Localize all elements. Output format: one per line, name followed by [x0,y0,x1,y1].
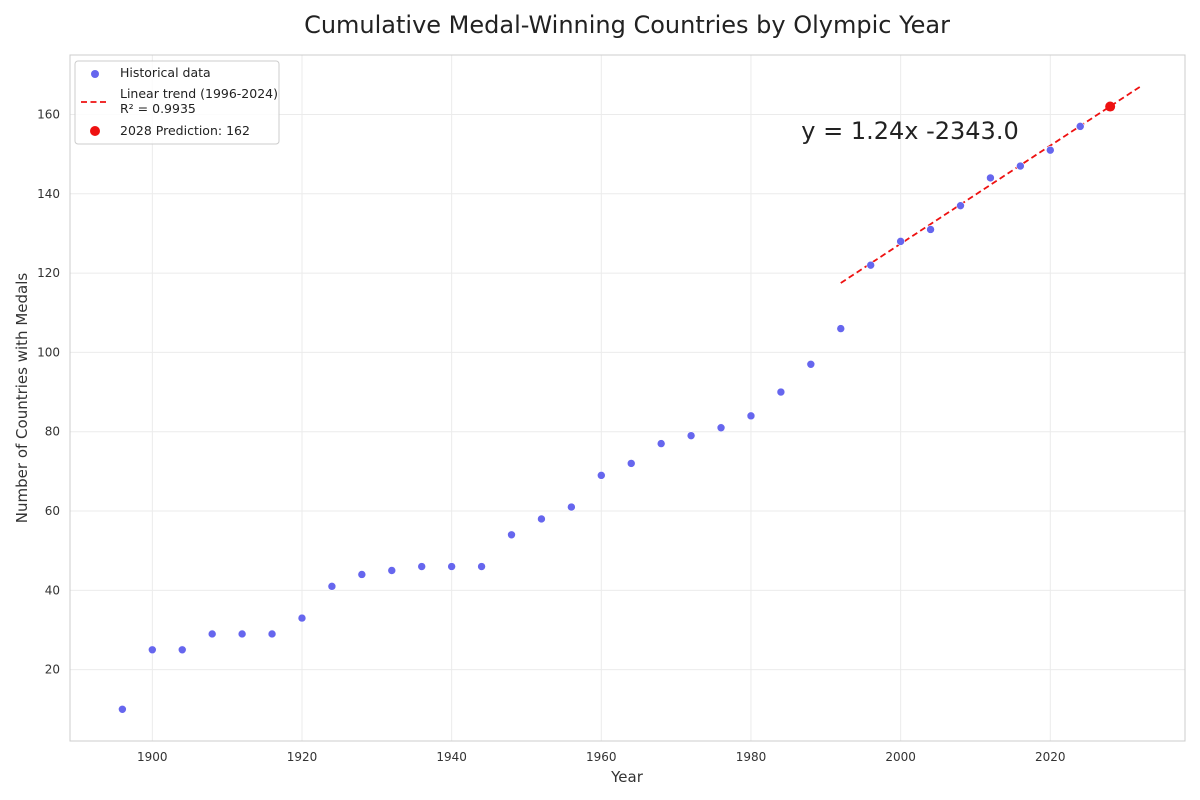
data-point [716,423,726,433]
data-point [207,629,217,639]
data-point [956,201,965,210]
data-point [297,613,307,623]
legend-label-historical: Historical data [120,65,211,80]
data-point [148,645,157,655]
y-tick-label: 140 [37,187,60,201]
plot-area: 1900 1920 1940 1960 1980 2000 2020204060801001… [37,54,1186,764]
data-point [1046,145,1055,155]
y-tick-label: 160 [37,107,60,121]
legend-box [74,60,280,145]
data-point [477,562,486,571]
data-point [986,173,995,183]
data-point [118,704,127,714]
data-point [656,439,666,448]
data-point [267,629,277,639]
y-tick-label: 120 [37,266,60,280]
x-axis-label: Year [610,768,644,786]
x-tick-label: 1900 [137,750,168,764]
data-point [1016,161,1025,171]
data-point [237,629,247,639]
data-point [746,411,756,421]
data-point [686,431,696,440]
data-point [806,359,816,369]
data-point [597,471,606,480]
x-tick-label: 1960 [586,750,617,764]
data-point [866,260,876,270]
y-tick-label: 20 [45,663,60,677]
data-point [926,225,935,234]
data-point [507,530,516,540]
data-point [537,514,546,524]
y-tick-label: 100 [37,345,60,359]
data-point [836,324,846,333]
x-tick-label: 1980 [736,750,767,764]
y-tick-label: 40 [45,583,60,597]
data-point [626,459,636,468]
y-axis-label: Number of Countries with Medals [13,273,31,524]
data-point [177,645,187,655]
data-point [357,570,367,579]
y-tick-label: 60 [45,504,60,518]
trend-equation-annotation: y = 1.24x -2343.0 [801,117,1018,145]
y-tick-label: 80 [45,425,60,439]
legend-marker-historical [91,70,99,78]
x-tick-label: 1940 [436,750,467,764]
legend-label-trend: Linear trend (1996-2024) [120,86,278,101]
x-tick-label: 2000 [885,750,916,764]
legend: Historical data Linear trend (1996-2024)R… [74,60,280,145]
data-point [387,566,397,575]
data-point [417,562,427,571]
x-tick-label: 2020 [1035,750,1066,764]
data-point [1075,122,1085,131]
data-point [327,582,337,591]
chart-title: Cumulative Medal-Winning Countries by Ol… [304,11,950,39]
data-point [896,237,905,246]
legend-label-r2: R² = 0.9935 [120,101,196,116]
legend-label-prediction: 2028 Prediction: 162 [120,123,250,138]
plot-frame [69,54,1186,742]
data-point [776,387,786,397]
x-tick-label: 1920 [287,750,318,764]
data-point [567,502,576,512]
legend-marker-prediction [90,126,100,136]
trend-line [840,85,1141,284]
data-point [447,562,456,571]
prediction-point [1105,101,1116,112]
